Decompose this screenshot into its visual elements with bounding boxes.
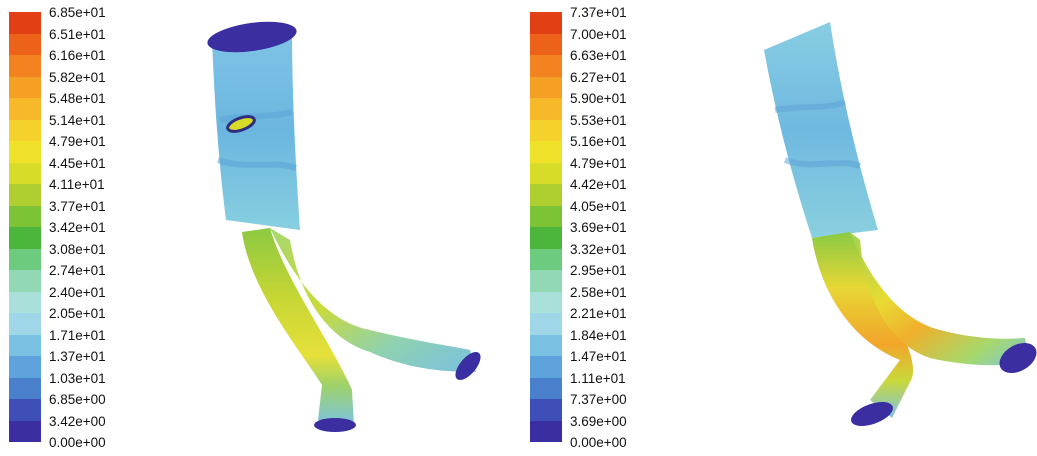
legend-swatch [9,98,41,120]
legend-swatch [530,377,562,399]
vessel-side-opening [226,115,256,133]
legend-label: 3.69e+00 [570,413,627,429]
legend-label: 5.53e+01 [570,112,627,128]
legend-label: 1.71e+01 [49,327,106,343]
legend-label: 5.48e+01 [49,91,106,106]
legend-swatch [9,162,41,184]
legend-swatch [530,313,562,335]
legend-swatch [530,76,562,98]
legend-label: 4.05e+01 [570,198,627,214]
legend-swatch [9,227,41,249]
legend-swatch [9,248,41,270]
vessel-branch-right [270,228,476,372]
legend-swatch [530,12,562,34]
legend-label: 6.16e+01 [49,48,106,63]
legend-label: 5.14e+01 [49,112,106,128]
legend-swatch [9,313,41,335]
right-vessel-model [764,22,1037,427]
legend-label: 7.00e+01 [570,26,627,42]
legend-swatch [9,334,41,356]
legend-swatch [9,33,41,55]
legend-swatch [9,270,41,292]
vessel-branch-lower [242,228,354,425]
vessel-outlet-cap [314,418,356,432]
legend-swatch [530,55,562,77]
legend-label: 7.37e+00 [570,392,627,407]
legend-label: 6.63e+01 [570,48,627,63]
vessel-trunk [212,30,300,230]
legend-label: 5.90e+01 [570,91,627,106]
legend-label: 0.00e+00 [49,435,106,450]
legend-swatch [9,55,41,77]
vessel-outlet-cap [999,342,1037,374]
legend-swatch [530,205,562,227]
vessel-branch-lower [812,232,914,418]
legend-label: 6.51e+01 [49,26,106,42]
legend-label: 4.79e+01 [570,155,627,171]
legend-label: 1.47e+01 [570,349,627,364]
left-vessel-model [207,21,481,432]
legend-swatch [530,162,562,184]
left-panel: 6.85e+01 6.51e+01 6.16e+01 5.82e+01 5.48… [0,0,520,454]
vessel-outlet-cap [455,351,481,381]
legend-swatch [530,291,562,313]
vessel-inlet-cap [207,21,297,53]
legend-label: 6.85e+01 [49,5,106,20]
legend-swatch [530,356,562,378]
legend-label: 3.77e+01 [49,198,106,214]
legend-label: 6.27e+01 [570,69,627,85]
legend-label: 1.11e+01 [570,370,626,386]
legend-label: 3.08e+01 [49,241,106,257]
legend-label: 3.42e+00 [49,413,106,429]
legend-label: 2.74e+01 [49,263,106,278]
legend-label: 5.82e+01 [49,69,106,85]
legend-label: 3.69e+01 [570,220,627,235]
legend-label: 2.58e+01 [570,284,627,300]
legend-label: 1.37e+01 [49,349,106,364]
legend-swatch [530,141,562,163]
legend-label: 1.03e+01 [49,370,106,386]
legend-swatch [530,33,562,55]
legend-label: 1.84e+01 [570,327,627,343]
legend-label: 0.00e+00 [570,435,627,450]
legend-label: 4.45e+01 [49,155,106,171]
legend-swatch [9,399,41,421]
legend-label: 6.85e+00 [49,392,106,407]
vessel-branch-right [850,232,1030,366]
legend-label: 2.21e+01 [570,306,627,321]
legend-label: 4.42e+01 [570,177,627,192]
legend-swatch [9,76,41,98]
legend-swatch [530,334,562,356]
legend-swatch [530,270,562,292]
legend-label: 4.11e+01 [49,177,105,192]
legend-label: 7.37e+01 [570,5,627,20]
legend-label: 3.42e+01 [49,220,106,235]
right-panel: 7.37e+01 7.00e+01 6.63e+01 6.27e+01 5.90… [520,0,1037,454]
legend-swatch [9,420,41,442]
legend-swatch [530,227,562,249]
legend-swatch [9,184,41,206]
legend-label: 3.32e+01 [570,241,627,257]
legend-swatch [530,184,562,206]
legend-swatch [9,119,41,141]
legend-label: 2.95e+01 [570,263,627,278]
vessel-outlet-cap [851,401,893,427]
legend-label: 2.05e+01 [49,306,106,321]
legend-swatch [530,119,562,141]
legend-swatch [530,98,562,120]
legend-label: 4.79e+01 [49,134,106,149]
legend-label: 2.40e+01 [49,284,106,300]
legend-swatch [9,377,41,399]
legend-swatch [9,205,41,227]
legend-label: 5.16e+01 [570,134,627,149]
legend-swatch [530,420,562,442]
legend-swatch [9,12,41,34]
legend-swatch [530,399,562,421]
legend-swatch [9,291,41,313]
legend-swatch [530,248,562,270]
legend-swatch [9,141,41,163]
legend-swatch [9,356,41,378]
vessel-trunk [764,22,878,238]
